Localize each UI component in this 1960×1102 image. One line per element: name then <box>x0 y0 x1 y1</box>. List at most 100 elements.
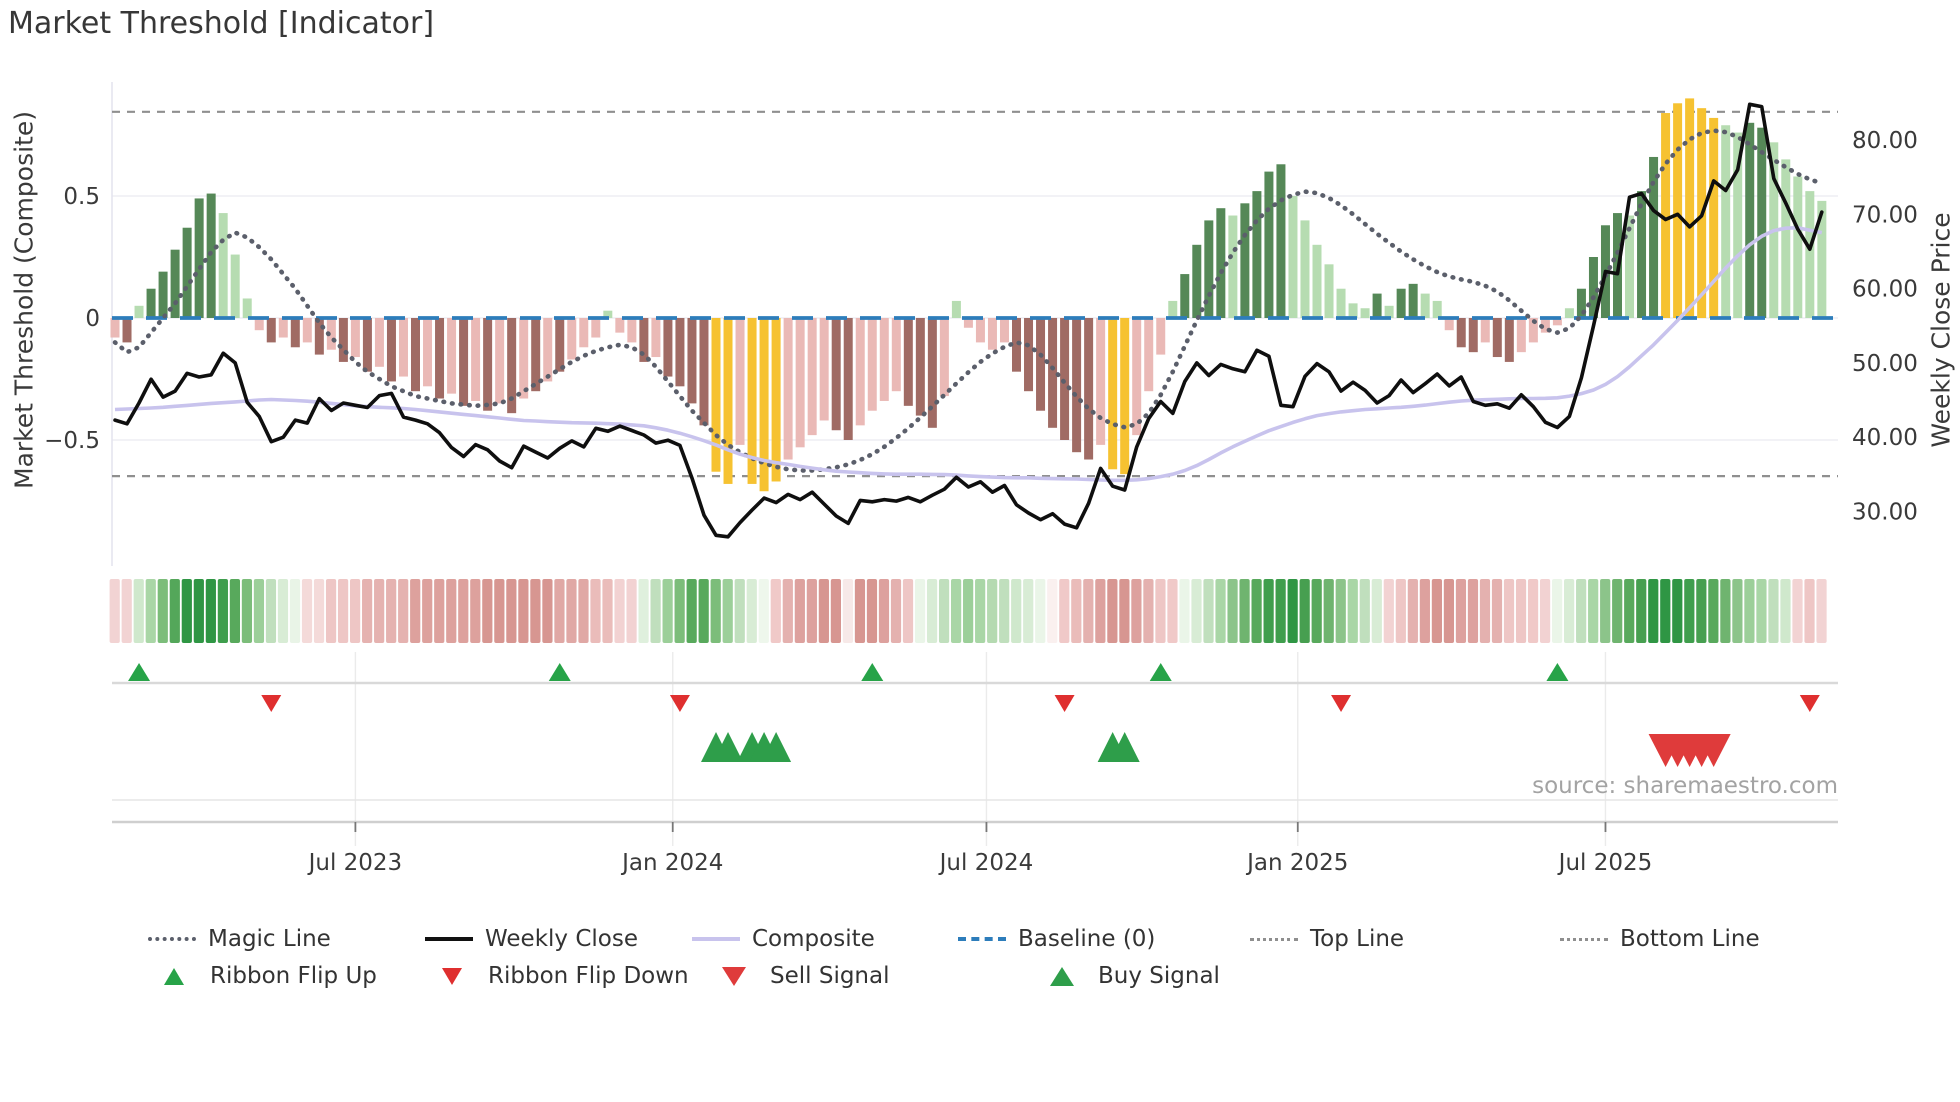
threshold-bar <box>999 318 1009 343</box>
ribbon-cell <box>121 579 132 643</box>
threshold-bar <box>1120 318 1130 475</box>
threshold-bar <box>1156 318 1166 355</box>
legend-item-magic-line: Magic Line <box>148 926 331 952</box>
threshold-bar <box>579 318 589 348</box>
x-axis-tick-label: Jul 2024 <box>938 850 1034 876</box>
ribbon-cell <box>710 579 721 643</box>
ribbon-cell <box>325 579 337 643</box>
source-credit: source: sharemaestro.com <box>1532 773 1838 799</box>
threshold-bar <box>591 318 601 338</box>
threshold-bar <box>266 318 276 343</box>
threshold-bar <box>627 318 637 343</box>
legend-label: Top Line <box>1310 926 1405 952</box>
ribbon-cell <box>289 579 301 643</box>
ribbon-cell <box>1119 579 1130 643</box>
threshold-bar <box>1649 156 1659 318</box>
x-axis-tick-label: Jan 2025 <box>1245 850 1348 876</box>
ribbon-cell <box>614 579 625 643</box>
threshold-bar <box>963 318 973 328</box>
threshold-bar <box>543 318 553 382</box>
ribbon-cell <box>1431 579 1442 643</box>
threshold-bar <box>1528 318 1538 343</box>
ribbon-cell <box>1203 579 1214 643</box>
threshold-bar <box>1024 318 1034 392</box>
ribbon-cell <box>494 579 505 643</box>
ribbon-cell <box>1696 579 1707 643</box>
ribbon-cell <box>1155 579 1166 643</box>
ribbon-cell <box>181 579 192 643</box>
threshold-bar <box>987 318 997 350</box>
right-axis-tick-label: 70.00 <box>1852 202 1918 228</box>
ribbon-cell <box>1035 579 1046 643</box>
threshold-bar <box>1396 288 1406 318</box>
threshold-bar <box>927 318 937 428</box>
legend-item-top-line: Top Line <box>1250 926 1404 952</box>
ribbon-cell <box>1732 579 1743 643</box>
buy-signal-marker <box>761 732 792 762</box>
threshold-bar <box>1540 318 1550 333</box>
threshold-bar <box>1625 215 1635 318</box>
ribbon-flip-down-marker <box>1331 695 1352 712</box>
threshold-bar <box>1216 208 1226 318</box>
threshold-bar <box>663 318 673 377</box>
ribbon-cell <box>229 579 240 643</box>
ribbon-cell <box>746 579 757 643</box>
threshold-bar <box>122 318 132 343</box>
ribbon-cell <box>1347 579 1358 643</box>
weekly-close-line <box>113 102 1824 539</box>
left-axis-tick-label: 0 <box>85 306 100 332</box>
threshold-bar <box>1108 318 1118 470</box>
threshold-bar <box>218 213 228 318</box>
threshold-bar <box>531 318 541 392</box>
ribbon-cell <box>650 579 661 643</box>
threshold-bar <box>639 318 649 362</box>
buy-signal-marker <box>713 732 744 762</box>
ribbon-cell <box>1251 579 1262 643</box>
ribbon-flip-down-marker <box>1799 695 1820 712</box>
magic-line-legend-icon <box>148 937 196 941</box>
threshold-bar <box>471 318 481 401</box>
ribbon-cell <box>1588 579 1599 643</box>
threshold-bar <box>170 249 180 318</box>
ribbon-cell <box>530 579 541 643</box>
ribbon-cell <box>1143 579 1154 643</box>
ribbon-cell <box>1167 579 1178 643</box>
left-axis-tick-label: 0.5 <box>63 184 100 210</box>
threshold-bar <box>687 318 697 404</box>
threshold-bar <box>555 318 565 372</box>
threshold-bar <box>1685 98 1695 319</box>
ribbon-cell <box>1576 579 1587 643</box>
threshold-bar <box>1516 318 1526 353</box>
threshold-bar <box>134 305 144 318</box>
sell-signal-marker <box>1696 734 1731 767</box>
right-axis-tick-label: 80.00 <box>1852 128 1918 154</box>
ribbon-cell <box>1215 579 1226 643</box>
ribbon-cell <box>1612 579 1623 643</box>
threshold-bar <box>278 318 288 338</box>
legend-item-weekly-close: Weekly Close <box>425 926 638 952</box>
ribbon-cell <box>133 579 144 643</box>
ribbon-cell <box>1011 579 1022 643</box>
ribbon-cell <box>157 579 168 643</box>
ribbon-cell <box>1239 579 1250 643</box>
ribbon-cell <box>830 579 841 643</box>
threshold-bar <box>290 318 300 348</box>
threshold-bar <box>1492 318 1502 358</box>
ribbon-cell <box>1383 579 1394 643</box>
ribbon-cell <box>313 579 325 643</box>
sell-signal-icon <box>722 966 746 986</box>
legend-label: Buy Signal <box>1098 963 1220 989</box>
ribbon-flip-down-marker <box>261 695 282 712</box>
ribbon-cell <box>1323 579 1334 643</box>
threshold-bar <box>1504 318 1514 362</box>
threshold-bar <box>939 318 949 397</box>
right-axis-tick-label: 40.00 <box>1852 425 1918 451</box>
ribbon-cell <box>109 579 120 643</box>
threshold-bar <box>1817 200 1827 318</box>
threshold-bar <box>1588 257 1598 318</box>
ribbon-cell <box>554 579 565 643</box>
threshold-bar <box>362 318 372 372</box>
ribbon-cell <box>1479 579 1491 643</box>
threshold-bar <box>206 193 216 318</box>
legend-item-baseline: Baseline (0) <box>958 926 1155 952</box>
